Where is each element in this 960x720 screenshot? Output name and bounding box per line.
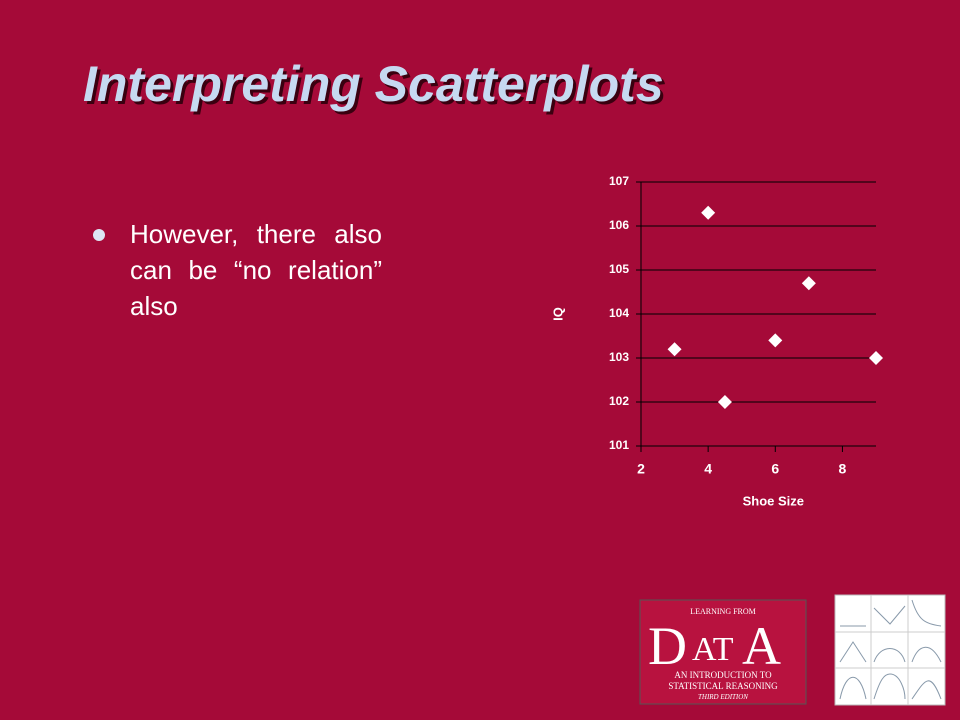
point [768,333,783,348]
point [717,395,732,409]
x-axis-label: Shoe Size [743,493,804,508]
bullet-text: However, there also can be “no relation”… [130,219,382,321]
y-tick-label: 103 [609,350,629,364]
point [801,276,816,291]
logo-box [639,599,807,705]
logo-text: AN INTRODUCTION TO [674,670,772,680]
y-tick-label: 106 [609,218,629,232]
logo-text: AT [692,631,734,668]
y-tick-label: 104 [609,306,629,320]
y-tick-label: 102 [609,394,629,408]
thumbnail-grid [834,594,946,706]
logo-text: STATISTICAL REASONING [668,681,778,691]
x-tick-label: 6 [771,461,779,477]
y-tick-label: 105 [609,262,629,276]
x-tick-label: 8 [839,461,847,477]
y-tick-label: 107 [609,174,629,188]
logo-text: LEARNING FROM [690,607,756,616]
y-tick-label: 101 [609,438,629,452]
x-tick-label: 2 [637,461,645,477]
slide-title: Interpreting Scatterplots [83,56,664,112]
point [701,205,716,220]
point [667,342,682,357]
y-axis-label: IQ [550,307,565,321]
point [869,351,883,365]
logo-text: A [742,616,781,676]
logo-text: D [648,616,687,676]
logo-text: THIRD EDITION [698,693,748,701]
bullet-dot [93,229,105,241]
x-tick-label: 4 [704,461,712,477]
